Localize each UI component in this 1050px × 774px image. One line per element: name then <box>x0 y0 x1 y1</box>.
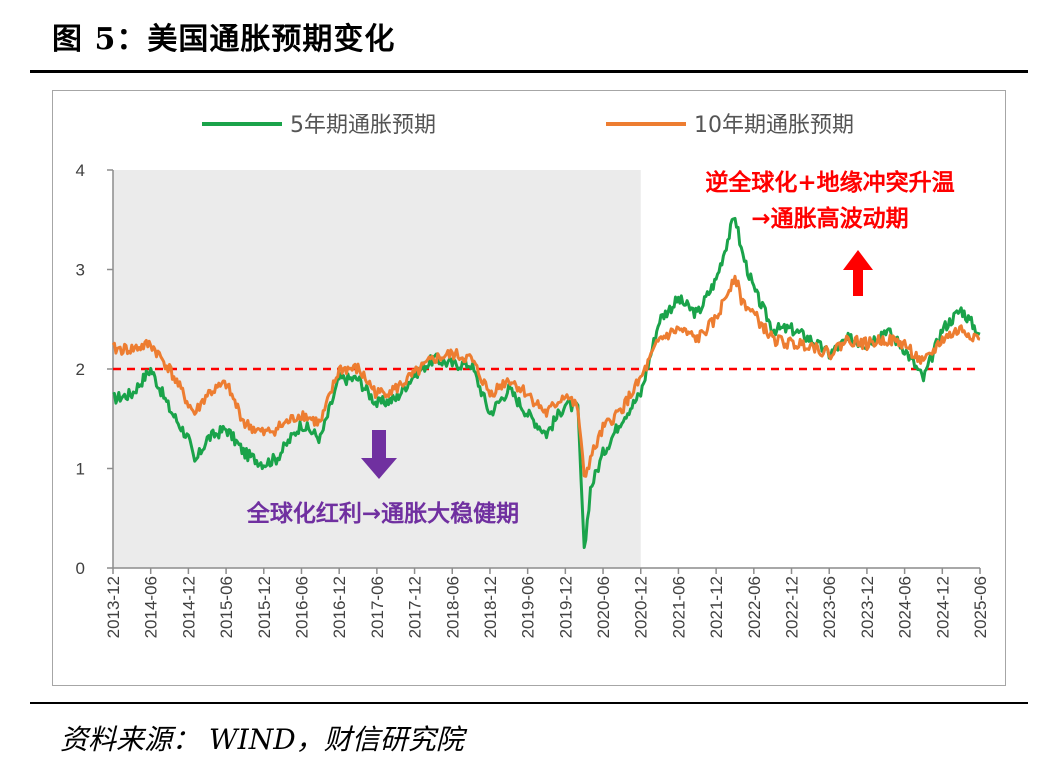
x-tick-label: 2016-12 <box>330 576 349 638</box>
x-tick-label: 2019-06 <box>519 576 538 638</box>
arrow-down-icon <box>361 430 397 479</box>
x-tick-label: 2024-12 <box>933 576 952 638</box>
x-tick-label: 2022-06 <box>745 576 764 638</box>
y-tick-label: 1 <box>76 460 85 479</box>
annotation-stable-period: 全球化红利→通胀大稳健期 <box>246 500 519 527</box>
x-tick-label: 2021-06 <box>669 576 688 638</box>
x-tick-label: 2018-12 <box>481 576 500 638</box>
x-tick-label: 2018-06 <box>443 576 462 638</box>
series-line-10y <box>111 274 981 478</box>
chart-frame <box>52 90 1006 686</box>
title-rule <box>30 70 1028 73</box>
legend-label-5y: 5年期通胀预期 <box>290 113 436 138</box>
y-tick-label: 0 <box>76 559 85 578</box>
x-tick-label: 2013-12 <box>104 576 123 638</box>
x-tick-label: 2017-12 <box>406 576 425 638</box>
x-tick-label: 2017-06 <box>368 576 387 638</box>
x-tick-label: 2023-06 <box>820 576 839 638</box>
x-tick-label: 2025-06 <box>971 576 990 638</box>
x-tick-label: 2016-06 <box>292 576 311 638</box>
y-tick-label: 3 <box>76 261 85 280</box>
x-tick-label: 2014-06 <box>142 576 161 638</box>
legend: 5年期通胀预期 10年期通胀预期 <box>202 113 854 138</box>
x-tick-label: 2014-12 <box>179 576 198 638</box>
y-tick-label: 2 <box>76 360 85 379</box>
x-tick-label: 2020-06 <box>594 576 613 638</box>
x-tick-label: 2020-12 <box>632 576 651 638</box>
x-tick-label: 2019-12 <box>556 576 575 638</box>
source-note: 资料来源： WIND，财信研究院 <box>60 723 464 756</box>
x-tick-label: 2023-12 <box>858 576 877 638</box>
x-tick-label: 2015-12 <box>255 576 274 638</box>
annotation-high-volatility-line2: →通胀高波动期 <box>751 205 908 232</box>
x-tick-label: 2024-06 <box>896 576 915 638</box>
x-tick-label: 2021-12 <box>707 576 726 638</box>
y-tick-label: 4 <box>76 161 85 180</box>
x-tick-label: 2022-12 <box>783 576 802 638</box>
x-tick-label: 2015-06 <box>217 576 236 638</box>
arrow-up-icon <box>843 250 873 296</box>
annotation-high-volatility-line1: 逆全球化+地缘冲突升温 <box>705 169 954 196</box>
legend-label-10y: 10年期通胀预期 <box>694 113 854 138</box>
source-rule <box>30 702 1028 704</box>
figure-title: 图 5：美国通胀预期变化 <box>52 22 396 57</box>
